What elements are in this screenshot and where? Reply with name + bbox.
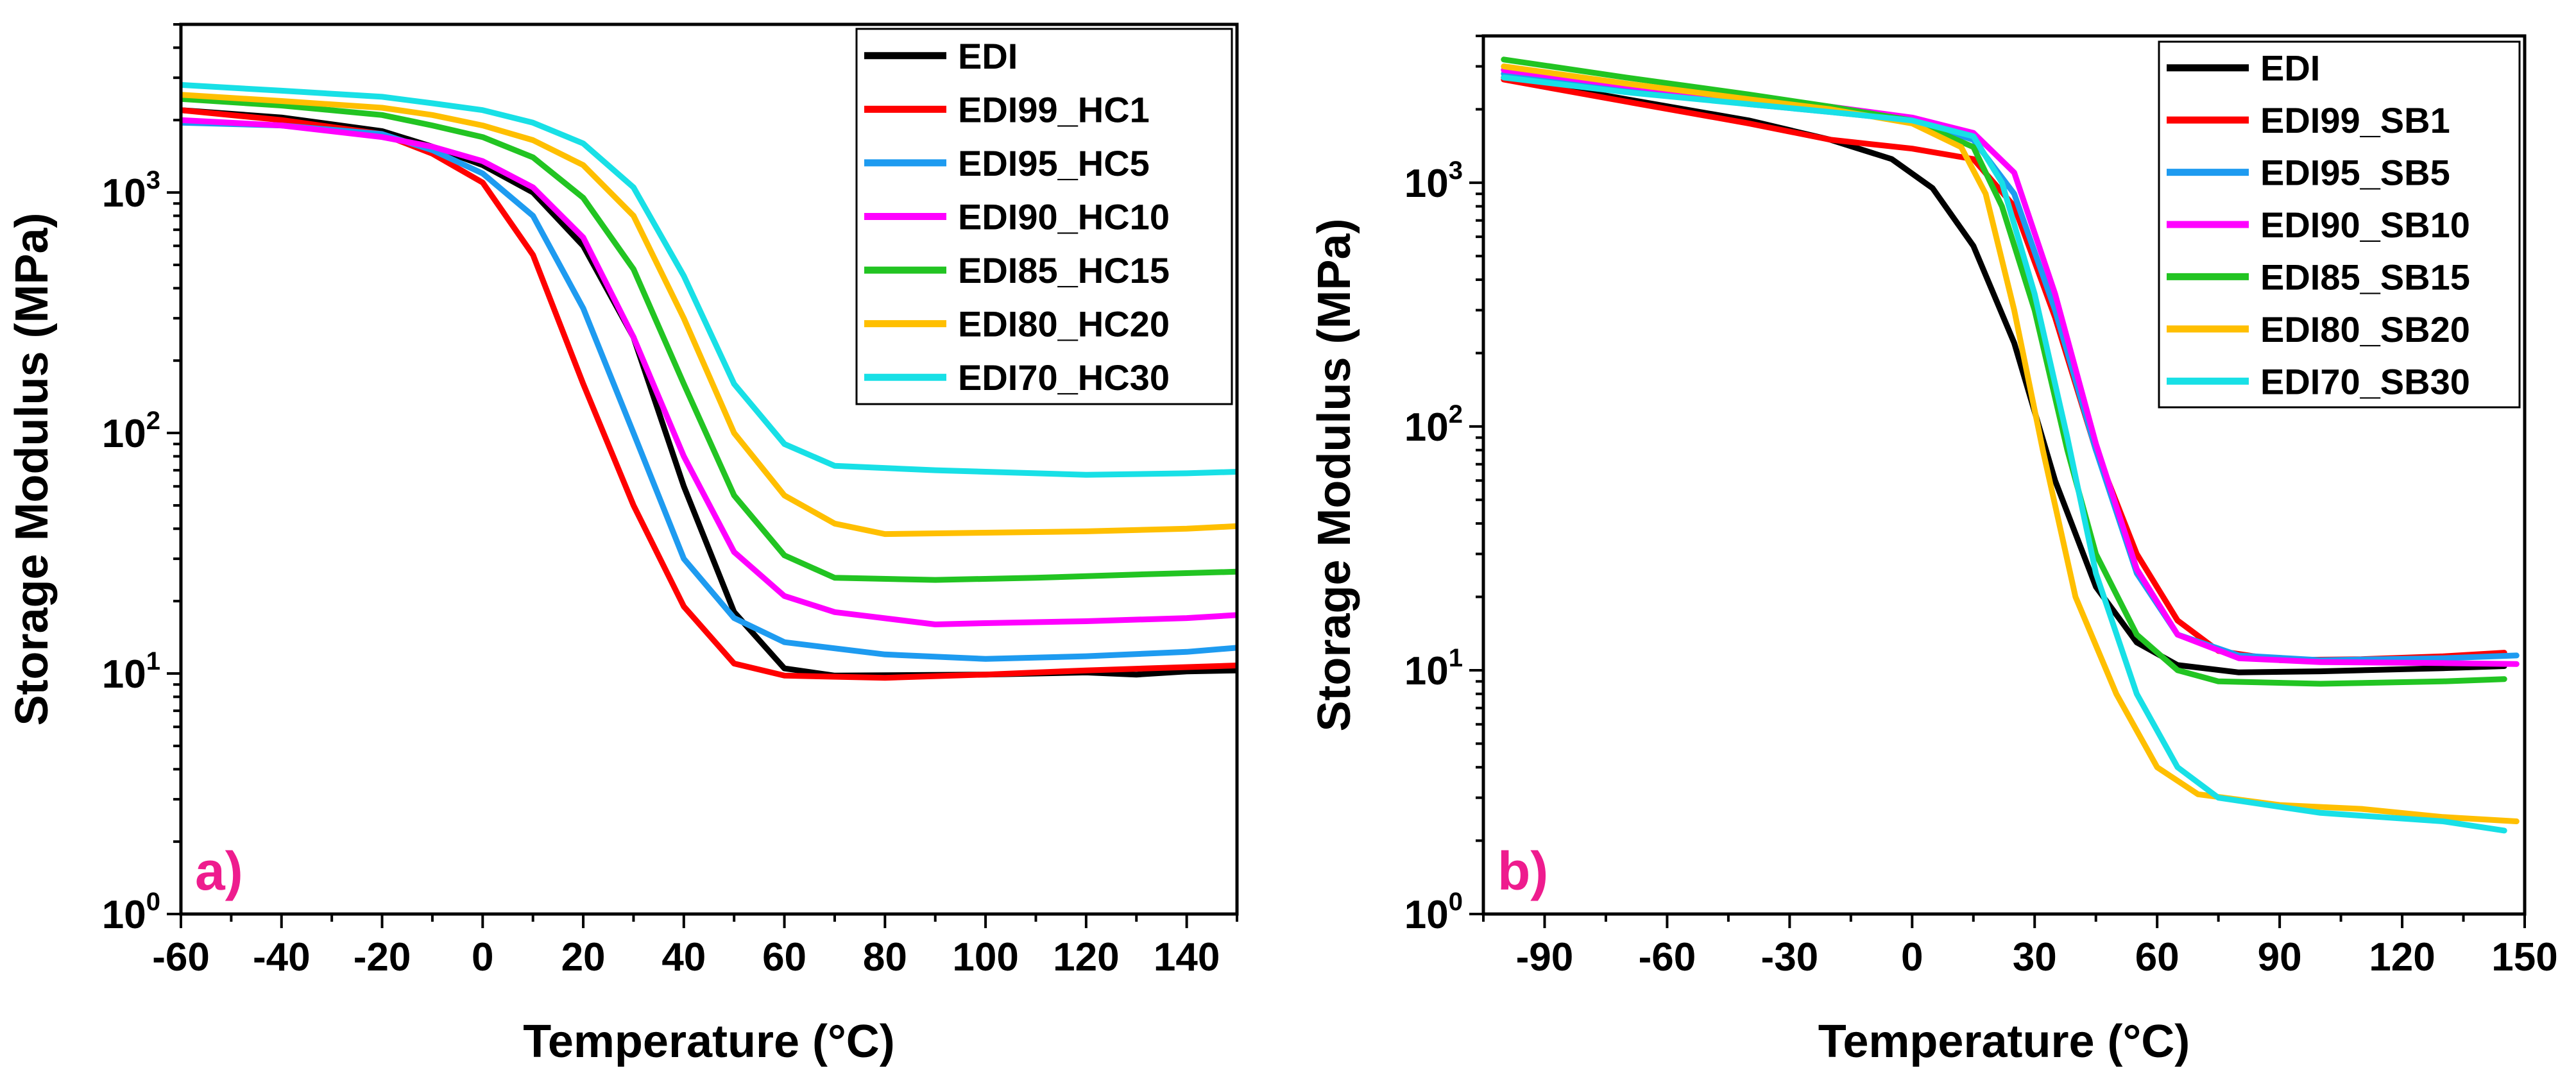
series-line-edi70-hc30 xyxy=(181,81,1237,478)
x-tick-label: 0 xyxy=(1901,935,1923,979)
x-tick-label: -20 xyxy=(354,935,411,979)
legend-label: EDI80_SB20 xyxy=(2260,309,2470,350)
x-tick-label: 60 xyxy=(2135,935,2179,979)
x-tick-label: 120 xyxy=(2369,935,2435,979)
y-axis-title: Storage Modulus (MPa) xyxy=(6,212,58,725)
legend-label: EDI70_HC30 xyxy=(958,357,1170,398)
x-tick-label: 140 xyxy=(1154,935,1220,979)
legend-label: EDI90_HC10 xyxy=(958,197,1170,237)
x-tick-label: -60 xyxy=(152,935,210,979)
x-axis-title: Temperature (°C) xyxy=(1818,1016,2190,1067)
plot-frame xyxy=(1481,34,2527,916)
legend-label: EDI85_HC15 xyxy=(958,250,1170,291)
legend-label: EDI99_HC1 xyxy=(958,89,1150,130)
y-tick-label: 103 xyxy=(102,166,160,216)
x-tick-label: 80 xyxy=(863,935,907,979)
panel-label: a) xyxy=(195,841,243,901)
y-tick-label: 101 xyxy=(102,647,160,697)
legend-label: EDI95_HC5 xyxy=(958,143,1150,183)
x-tick-label: 150 xyxy=(2491,935,2557,979)
x-tick-label: -90 xyxy=(1516,935,1574,979)
series-line-edi85-hc15 xyxy=(181,96,1237,583)
series-line-edi80-hc20 xyxy=(181,92,1237,538)
legend-label: EDI99_SB1 xyxy=(2260,100,2450,140)
y-tick-label: 101 xyxy=(1404,644,1463,693)
x-tick-label: 30 xyxy=(2013,935,2057,979)
y-tick-label: 102 xyxy=(102,407,160,456)
chart-panel-a: -60 -40 -20 0 20 40 60 80 100 120 140 100 101 102 103 T… xyxy=(6,22,1239,1067)
legend: EDI EDI99_HC1 EDI95_HC5 EDI90_HC10 EDI85_HC1… xyxy=(855,28,1233,405)
x-tick-label: 120 xyxy=(1053,935,1119,979)
x-tick-label: 40 xyxy=(661,935,706,979)
series-line-edi70-sb30 xyxy=(1501,74,2507,834)
x-tick-label: -60 xyxy=(1639,935,1696,979)
series-line-edi90-hc10 xyxy=(181,117,1237,627)
x-tick-label: 90 xyxy=(2258,935,2302,979)
series-group xyxy=(1501,56,2520,834)
x-tick-label: 60 xyxy=(762,935,806,979)
y-tick-label: 100 xyxy=(1404,888,1463,937)
x-tick-label: 20 xyxy=(561,935,606,979)
legend-label: EDI95_SB5 xyxy=(2260,153,2450,193)
legend-label: EDI xyxy=(2260,48,2320,89)
x-tick-label: 100 xyxy=(952,935,1018,979)
series-line-edi85-sb15 xyxy=(1501,56,2507,687)
series-line-edi80-sb20 xyxy=(1501,64,2520,824)
legend-label: EDI90_SB10 xyxy=(2260,205,2470,245)
legend: EDI EDI99_SB1 EDI95_SB5 EDI90_SB10 EDI85_SB1… xyxy=(2158,40,2521,409)
legend-label: EDI70_SB30 xyxy=(2260,361,2470,402)
chart-panel-b: -90 -60 -30 0 30 60 90 120 150 100 101 102 103 Temper… xyxy=(1309,34,2558,1067)
x-axis-title: Temperature (°C) xyxy=(523,1016,895,1067)
y-axis-title: Storage Modulus (MPa) xyxy=(1309,218,1360,731)
x-tick-label: 0 xyxy=(472,935,493,979)
y-tick-label: 103 xyxy=(1404,157,1463,206)
legend-label: EDI85_SB15 xyxy=(2260,257,2470,297)
legend-label: EDI80_HC20 xyxy=(958,304,1170,344)
legend-label: EDI xyxy=(958,36,1018,76)
x-tick-label: -30 xyxy=(1761,935,1819,979)
x-tick-label: -40 xyxy=(253,935,311,979)
y-tick-label: 100 xyxy=(102,888,160,937)
y-tick-label: 102 xyxy=(1404,400,1463,450)
panel-label: b) xyxy=(1497,841,1548,901)
series-group xyxy=(181,81,1237,681)
